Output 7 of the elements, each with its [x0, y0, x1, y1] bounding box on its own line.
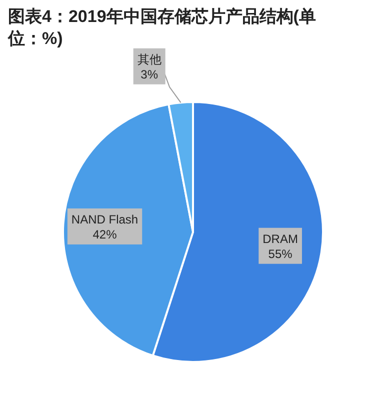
data-label: 55% [268, 246, 293, 261]
data-label: 3% [140, 67, 158, 82]
slice-label: 其他 [137, 52, 162, 66]
chart-title: 图表4：2019年中国存储芯片产品结构(单位：%) [8, 6, 317, 50]
slice-label: NAND Flash [71, 212, 138, 226]
slice-label: DRAM [262, 232, 298, 246]
data-label: 42% [92, 227, 118, 242]
